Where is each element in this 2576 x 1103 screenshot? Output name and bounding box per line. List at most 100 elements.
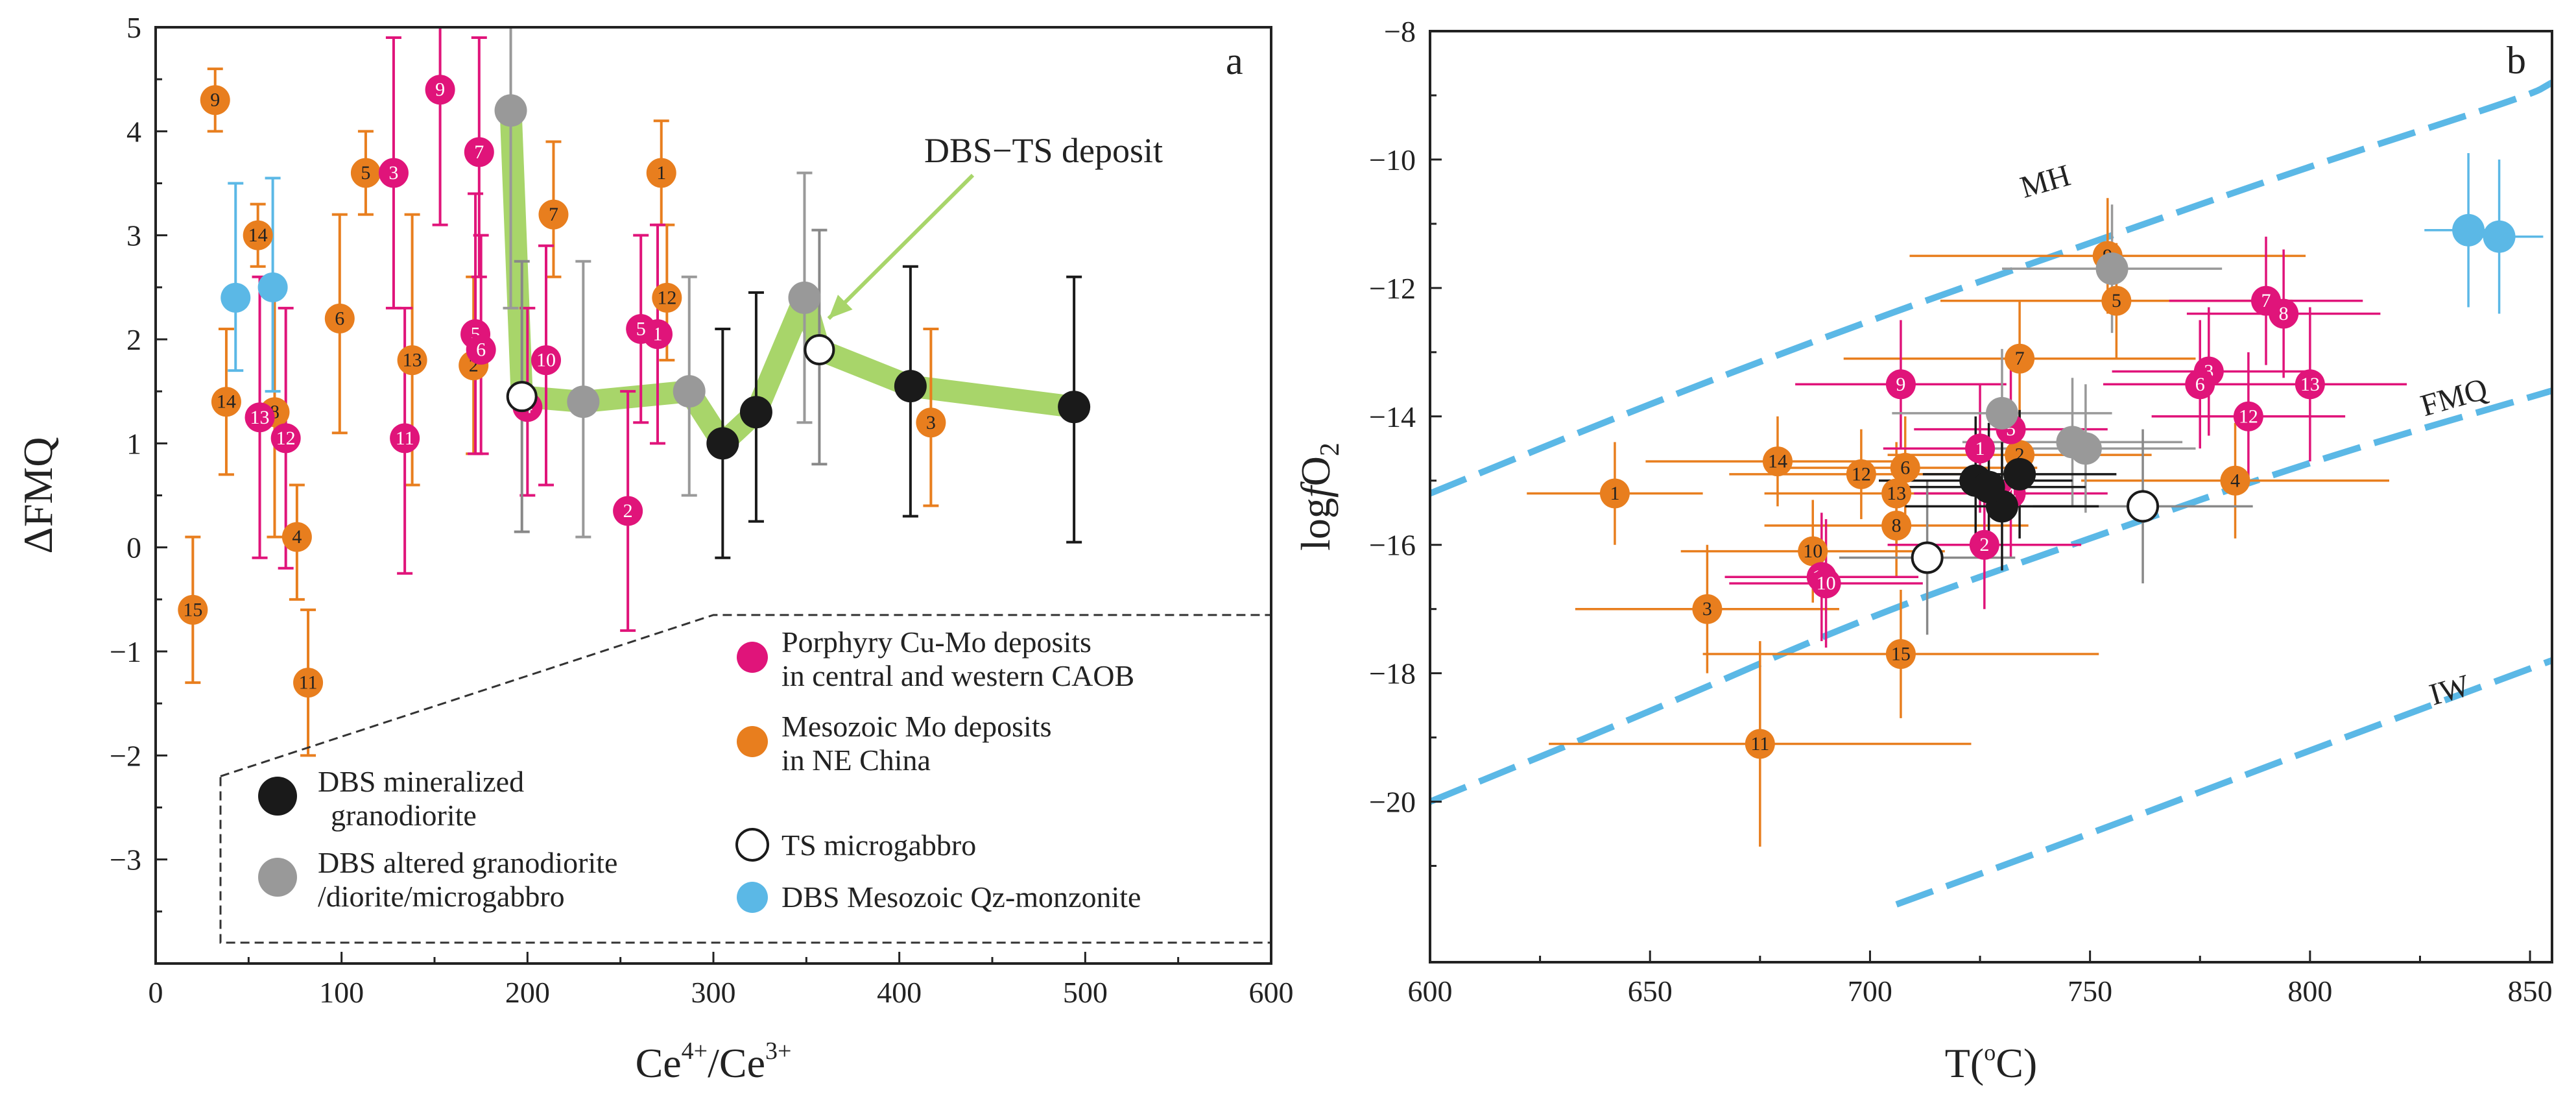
a-xtick-label: 600 bbox=[1249, 976, 1294, 1009]
b-point-label-cu_mo: 10 bbox=[1817, 573, 1836, 594]
b-xtick-label: 650 bbox=[1628, 975, 1673, 1008]
b-point-cu_mo bbox=[2295, 369, 2325, 400]
b-point-dbs_min bbox=[1972, 470, 2005, 503]
a-point-mo bbox=[211, 387, 241, 417]
a-arrow-head bbox=[828, 295, 853, 319]
b-point-label-mo: 4 bbox=[2230, 470, 2240, 491]
legend-label-ts: TS microgabbro bbox=[781, 829, 976, 862]
a-point-label-mo: 5 bbox=[361, 162, 370, 184]
a-point-label-mo: 13 bbox=[403, 350, 422, 371]
b-point-label-cu_mo: 6 bbox=[2195, 374, 2205, 395]
a-point-dbs_min bbox=[739, 396, 772, 429]
b-point-cu_mo bbox=[1885, 369, 1916, 400]
a-point-label-mo: 3 bbox=[926, 412, 936, 433]
b-point-label-cu_mo: 13 bbox=[2300, 374, 2320, 395]
a-axes bbox=[154, 26, 1272, 965]
b-ytick-label: −14 bbox=[1369, 400, 1416, 433]
legend-marker-mo bbox=[737, 726, 768, 757]
a-ytick-label: 0 bbox=[126, 531, 141, 564]
a-point-mo bbox=[646, 158, 676, 188]
b-point-mo bbox=[1885, 638, 1916, 669]
a-point-mo bbox=[281, 522, 312, 552]
b-data-marks: 95714126213184103151197836131251421110 bbox=[1599, 213, 2516, 759]
a-point-cu_mo bbox=[378, 158, 409, 188]
a-point-label-mo: 6 bbox=[335, 308, 344, 329]
a-point-label-mo: 14 bbox=[248, 224, 268, 246]
a-point-label-mo: 11 bbox=[299, 672, 318, 694]
a-y-axis-label: ΔFMQ bbox=[15, 437, 61, 554]
b-point-label-mo: 12 bbox=[1852, 463, 1871, 485]
a-xtick-label: 300 bbox=[691, 976, 736, 1009]
a-point-label-mo: 4 bbox=[292, 526, 302, 548]
a-point-mo bbox=[397, 345, 427, 376]
legend-marker-dbs_min bbox=[258, 777, 297, 816]
a-point-dbs_alt bbox=[673, 375, 706, 408]
b-y-axis-label: logfO2 bbox=[1293, 442, 1345, 551]
legend-label-qz: DBS Mesozoic Qz-monzonite bbox=[781, 880, 1141, 914]
b-point-label-mo: 8 bbox=[1892, 515, 1902, 537]
a-x-axis-label: Ce4+/Ce3+ bbox=[636, 1037, 792, 1086]
a-point-qz bbox=[221, 282, 251, 313]
a-data-marks: 95146131482711234151197356104151312112 bbox=[178, 75, 1091, 698]
b-point-label-mo: 3 bbox=[1702, 598, 1712, 620]
a-point-label-cu_mo: 7 bbox=[474, 141, 484, 163]
b-plot-frame bbox=[1429, 30, 2553, 964]
b-point-mo bbox=[2220, 465, 2250, 496]
a-ytick-label: 5 bbox=[126, 11, 141, 44]
a-ytick-label: −2 bbox=[110, 739, 141, 772]
a-ytick-label: 2 bbox=[126, 323, 141, 356]
b-point-cu_mo bbox=[2233, 401, 2263, 431]
legend-marker-ts bbox=[735, 828, 769, 862]
a-point-mo bbox=[324, 303, 355, 333]
b-point-label-mo: 14 bbox=[1768, 451, 1787, 472]
a-legend-border bbox=[219, 614, 1272, 944]
a-point-cu_mo bbox=[531, 345, 561, 376]
a-point-dbs_min bbox=[706, 427, 739, 460]
legend-label2-dbs_min: granodiorite bbox=[331, 799, 477, 832]
b-curve-fmq bbox=[1430, 387, 2552, 805]
a-point-cu_mo bbox=[425, 75, 455, 105]
a-point-label-mo: 1 bbox=[656, 162, 666, 184]
b-point-label-mo: 6 bbox=[1900, 457, 1910, 478]
b-point-dbs_alt bbox=[2095, 252, 2129, 285]
b-point-qz bbox=[2452, 213, 2485, 247]
legend-marker-cu_mo bbox=[737, 642, 768, 673]
a-point-label-mo: 12 bbox=[657, 287, 676, 308]
b-point-label-mo: 13 bbox=[1887, 483, 1906, 504]
b-point-label-cu_mo: 12 bbox=[2239, 406, 2258, 427]
b-point-qz bbox=[2483, 220, 2516, 253]
b-point-label-mo: 10 bbox=[1803, 540, 1822, 562]
b-curve-label-mh: MH bbox=[2016, 158, 2074, 205]
a-ytick-label: −1 bbox=[110, 635, 141, 668]
panel-a: 95146131482711234151197356104151312112 P… bbox=[15, 11, 1294, 1086]
b-point-mo bbox=[2005, 343, 2035, 374]
b-tick-labels: 600 650 700 750 800 850 −8 −10 −12 −14 −16 −18 −20 bbox=[1369, 15, 2553, 1008]
legend-label2-cu_mo: in central and western CAOB bbox=[781, 659, 1134, 692]
legend-marker-qz bbox=[737, 882, 768, 913]
a-point-ts bbox=[506, 381, 538, 413]
legend-label-dbs_alt: DBS altered granodiorite bbox=[318, 846, 617, 879]
legend-label-dbs_min: DBS mineralized bbox=[318, 765, 524, 798]
a-point-mo bbox=[293, 668, 324, 698]
a-trend-line bbox=[499, 99, 1086, 455]
b-point-label-cu_mo: 2 bbox=[1979, 534, 1989, 555]
a-point-label-cu_mo: 12 bbox=[276, 428, 296, 449]
b-point-cu_mo bbox=[2185, 369, 2215, 400]
a-point-mo bbox=[243, 220, 273, 250]
b-point-mo bbox=[1745, 729, 1775, 759]
a-xtick-label: 100 bbox=[319, 976, 364, 1009]
a-point-label-mo: 14 bbox=[217, 391, 236, 413]
b-point-cu_mo bbox=[1811, 568, 1841, 599]
b-point-label-mo: 15 bbox=[1891, 643, 1911, 664]
a-annotation-arrow bbox=[827, 173, 975, 321]
a-point-label-cu_mo: 3 bbox=[388, 162, 398, 184]
b-xtick-label: 850 bbox=[2508, 975, 2553, 1008]
a-point-dbs_alt bbox=[567, 385, 600, 418]
b-point-label-cu_mo: 8 bbox=[2279, 303, 2289, 324]
a-point-cu_mo bbox=[270, 423, 301, 454]
a-xtick-label: 0 bbox=[149, 976, 163, 1009]
a-point-label-mo: 7 bbox=[549, 204, 558, 225]
